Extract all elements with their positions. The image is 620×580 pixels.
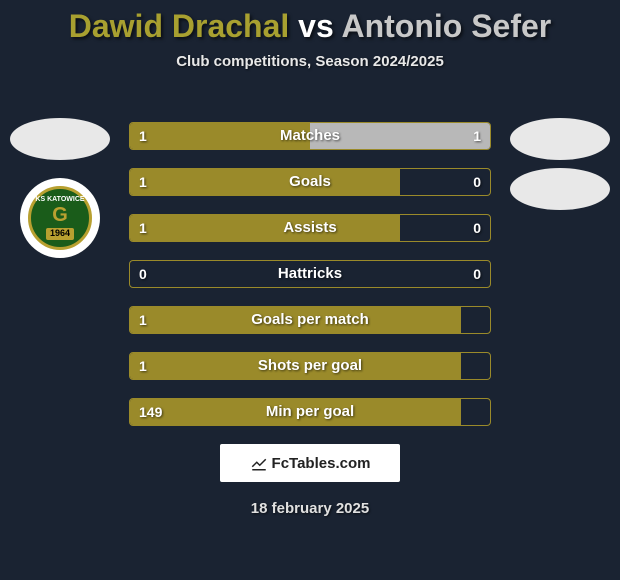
stat-value-b: 1 (473, 122, 481, 150)
stat-value-a: 0 (139, 260, 147, 288)
bar-spacer (130, 261, 490, 287)
club-logo-letter: G (52, 204, 68, 226)
player-a-name: Dawid Drachal (69, 8, 290, 44)
bar-spacer (461, 399, 490, 425)
subtitle: Club competitions, Season 2024/2025 (0, 53, 620, 70)
bar-left (130, 215, 400, 241)
bar-left (130, 307, 461, 333)
bar-spacer (461, 307, 490, 333)
bar-track (129, 260, 491, 288)
club-logo-top-text: KS KATOWICE (35, 196, 84, 204)
bar-track (129, 398, 491, 426)
stat-row: Goals10 (129, 164, 491, 200)
bar-left (130, 169, 400, 195)
bar-right (310, 123, 490, 149)
stat-value-a: 1 (139, 352, 147, 380)
bar-track (129, 306, 491, 334)
stat-row: Goals per match1 (129, 302, 491, 338)
branding-text: FcTables.com (272, 455, 371, 472)
date-text: 18 february 2025 (0, 500, 620, 517)
player-b-avatar (510, 118, 610, 160)
stat-value-a: 1 (139, 168, 147, 196)
stat-row: Min per goal149 (129, 394, 491, 430)
stat-bars: Matches11Goals10Assists10Hattricks00Goal… (129, 118, 491, 440)
bar-left (130, 353, 461, 379)
player-a-avatar (10, 118, 110, 160)
stat-value-a: 149 (139, 398, 162, 426)
player-b-club-placeholder (510, 168, 610, 210)
bar-track (129, 168, 491, 196)
stat-value-a: 1 (139, 306, 147, 334)
player-b-name: Antonio Sefer (341, 8, 551, 44)
stat-value-b: 0 (473, 168, 481, 196)
stat-value-b: 0 (473, 260, 481, 288)
chart-icon (250, 454, 268, 472)
bar-left (130, 399, 461, 425)
stat-value-a: 1 (139, 214, 147, 242)
bar-left (130, 123, 310, 149)
club-logo-inner: KS KATOWICE G 1964 (28, 186, 92, 250)
comparison-title: Dawid Drachal vs Antonio Sefer (0, 0, 620, 45)
stat-value-b: 0 (473, 214, 481, 242)
club-logo-year: 1964 (46, 228, 74, 240)
stat-row: Matches11 (129, 118, 491, 154)
bar-track (129, 352, 491, 380)
bar-track (129, 214, 491, 242)
player-a-club-logo: KS KATOWICE G 1964 (20, 178, 100, 258)
stat-row: Assists10 (129, 210, 491, 246)
stat-value-a: 1 (139, 122, 147, 150)
bar-spacer (461, 353, 490, 379)
bar-track (129, 122, 491, 150)
branding-box[interactable]: FcTables.com (220, 444, 400, 482)
stat-row: Hattricks00 (129, 256, 491, 292)
vs-text: vs (298, 8, 334, 44)
stat-row: Shots per goal1 (129, 348, 491, 384)
